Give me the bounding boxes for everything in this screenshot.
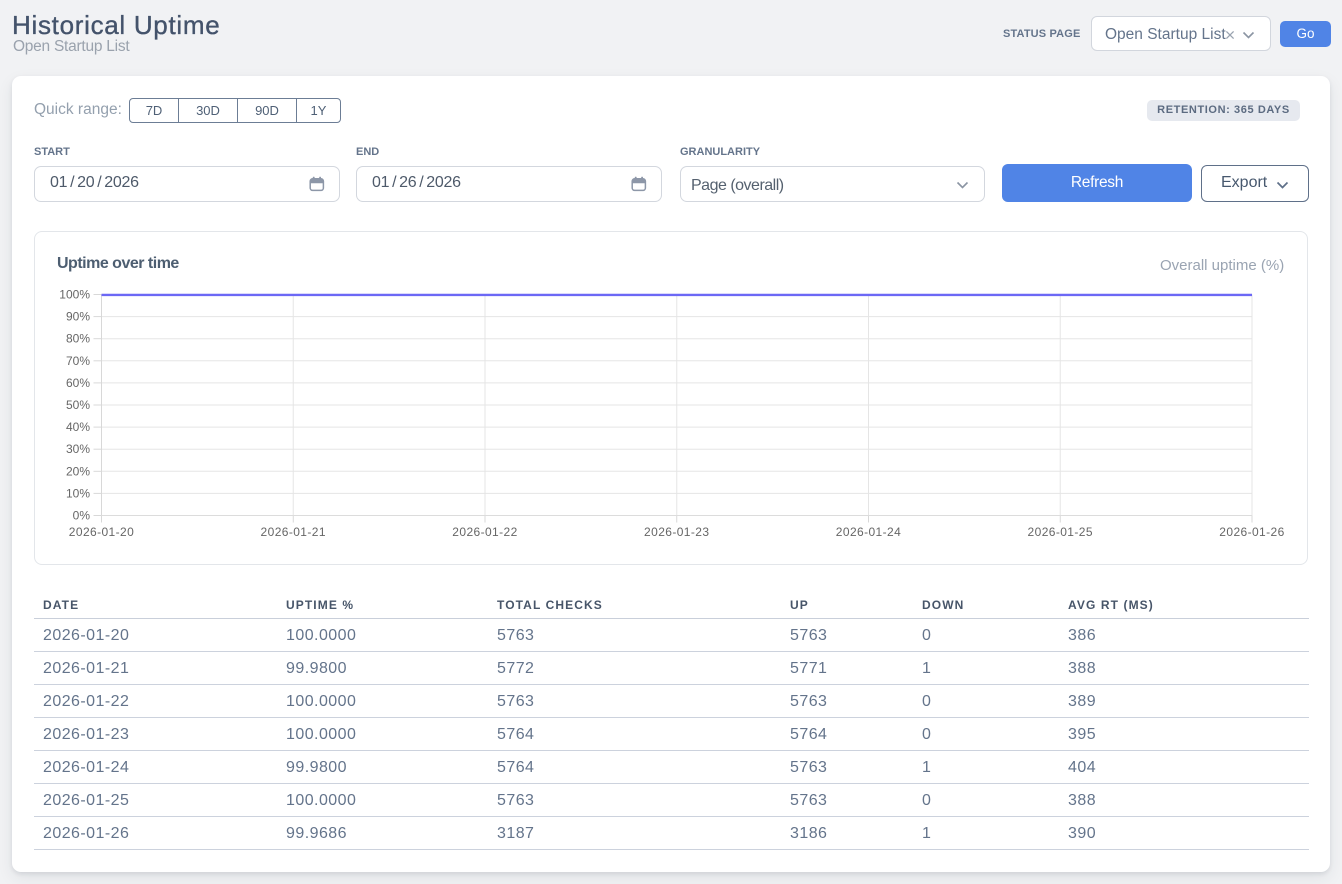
svg-text:30%: 30% [66,442,90,456]
svg-text:50%: 50% [66,398,90,412]
svg-text:90%: 90% [66,310,90,324]
svg-text:0%: 0% [73,509,91,523]
svg-text:70%: 70% [66,354,90,368]
svg-text:2026-01-26: 2026-01-26 [1219,525,1284,539]
svg-text:2026-01-24: 2026-01-24 [836,525,901,539]
svg-text:60%: 60% [66,376,90,390]
svg-text:2026-01-21: 2026-01-21 [261,525,326,539]
svg-text:2026-01-25: 2026-01-25 [1028,525,1093,539]
svg-text:2026-01-20: 2026-01-20 [69,525,134,539]
svg-text:10%: 10% [66,486,90,500]
svg-text:40%: 40% [66,420,90,434]
svg-text:80%: 80% [66,332,90,346]
svg-text:100%: 100% [59,288,90,302]
svg-text:2026-01-23: 2026-01-23 [644,525,709,539]
svg-text:2026-01-22: 2026-01-22 [452,525,517,539]
svg-text:20%: 20% [66,464,90,478]
